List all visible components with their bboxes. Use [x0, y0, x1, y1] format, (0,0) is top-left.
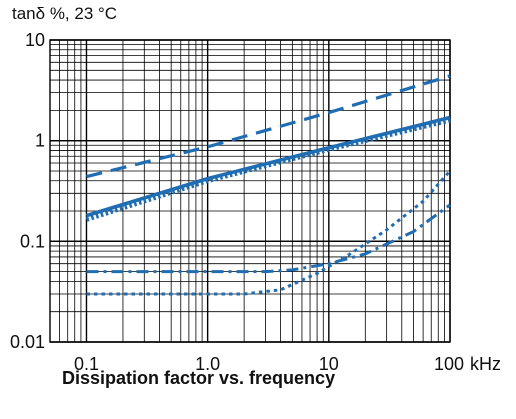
grid-lines [49, 39, 451, 343]
x-tick-label: 0.1 [74, 354, 99, 374]
plot-frame [49, 39, 451, 343]
series-line-dotted-thick [85, 117, 451, 222]
x-tick-label: 1.0 [195, 354, 220, 374]
series-line-dashed [86, 74, 451, 179]
x-tick-label: 10 [319, 354, 339, 374]
series-line-dotted [86, 170, 452, 296]
y-tick-label: 0.01 [10, 332, 45, 352]
tick-labels: 0.1 1.0 10 100 kHz 0.01 0.1 1 10 [10, 30, 501, 374]
y-tick-label: 1 [35, 131, 45, 151]
x-tick-label: 100 [434, 354, 464, 374]
x-unit-label: kHz [470, 354, 501, 374]
chart-title: Dissipation factor vs. frequency [62, 368, 335, 388]
y-tick-label: 0.1 [20, 231, 45, 251]
series-line-dash-dot [86, 203, 451, 274]
series-lines [85, 74, 452, 296]
y-axis-label: tanδ %, 23 °C [12, 4, 117, 23]
y-tick-label: 10 [25, 30, 45, 50]
